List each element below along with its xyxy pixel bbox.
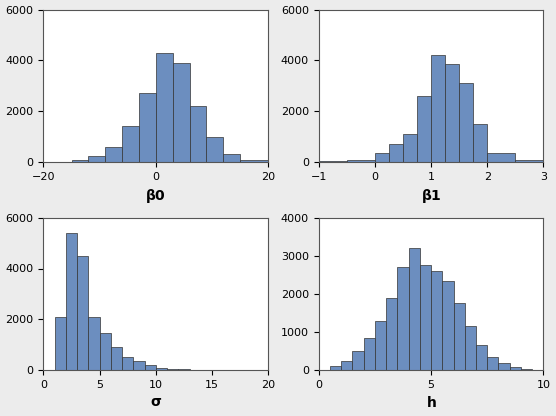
Bar bbox=[173, 63, 190, 162]
Bar bbox=[465, 326, 476, 370]
Bar bbox=[111, 347, 122, 370]
Bar bbox=[442, 280, 454, 370]
Bar bbox=[133, 361, 145, 370]
Bar bbox=[515, 160, 543, 162]
Bar bbox=[459, 83, 473, 162]
Bar bbox=[206, 136, 223, 162]
Bar bbox=[409, 248, 420, 370]
Bar bbox=[521, 369, 532, 370]
Bar bbox=[77, 256, 88, 370]
Bar bbox=[487, 153, 515, 162]
Bar bbox=[364, 338, 375, 370]
Bar bbox=[417, 96, 431, 162]
Bar bbox=[122, 126, 139, 162]
Bar bbox=[499, 363, 510, 370]
Bar bbox=[319, 161, 347, 162]
Bar bbox=[389, 144, 403, 162]
Bar bbox=[473, 124, 487, 162]
Bar bbox=[353, 351, 364, 370]
Bar bbox=[88, 156, 105, 162]
Bar bbox=[156, 368, 167, 370]
Bar bbox=[510, 367, 521, 370]
Bar bbox=[105, 147, 122, 162]
X-axis label: $\mathbf{\beta 1}$: $\mathbf{\beta 1}$ bbox=[421, 187, 441, 206]
Bar bbox=[156, 53, 173, 162]
Bar bbox=[445, 64, 459, 162]
Bar bbox=[190, 106, 206, 162]
Bar bbox=[122, 357, 133, 370]
Bar bbox=[386, 298, 398, 370]
X-axis label: $\mathbf{\beta 0}$: $\mathbf{\beta 0}$ bbox=[145, 187, 166, 206]
Bar bbox=[88, 317, 100, 370]
Bar bbox=[54, 317, 66, 370]
Bar bbox=[167, 369, 178, 370]
Bar bbox=[223, 154, 240, 162]
X-axis label: $\mathbf{h}$: $\mathbf{h}$ bbox=[426, 396, 436, 411]
Bar bbox=[347, 159, 375, 162]
Bar bbox=[454, 303, 465, 370]
Bar bbox=[375, 153, 389, 162]
Bar bbox=[420, 265, 431, 370]
Bar bbox=[398, 267, 409, 370]
Bar bbox=[66, 233, 77, 370]
Bar bbox=[341, 361, 353, 370]
Bar bbox=[431, 55, 445, 162]
Bar bbox=[240, 160, 268, 162]
Bar bbox=[487, 357, 499, 370]
Bar bbox=[330, 366, 341, 370]
Bar bbox=[100, 333, 111, 370]
Bar bbox=[403, 134, 417, 162]
Bar bbox=[145, 365, 156, 370]
Bar bbox=[476, 345, 487, 370]
Bar bbox=[431, 271, 442, 370]
X-axis label: $\mathbf{\sigma}$: $\mathbf{\sigma}$ bbox=[150, 396, 162, 409]
Bar bbox=[72, 159, 88, 162]
Bar bbox=[139, 94, 156, 162]
Bar bbox=[178, 369, 190, 370]
Bar bbox=[375, 321, 386, 370]
